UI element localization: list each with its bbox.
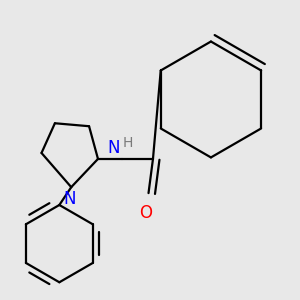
- Text: H: H: [123, 136, 134, 150]
- Text: N: N: [64, 190, 76, 208]
- Text: N: N: [108, 140, 120, 158]
- Text: O: O: [139, 204, 152, 222]
